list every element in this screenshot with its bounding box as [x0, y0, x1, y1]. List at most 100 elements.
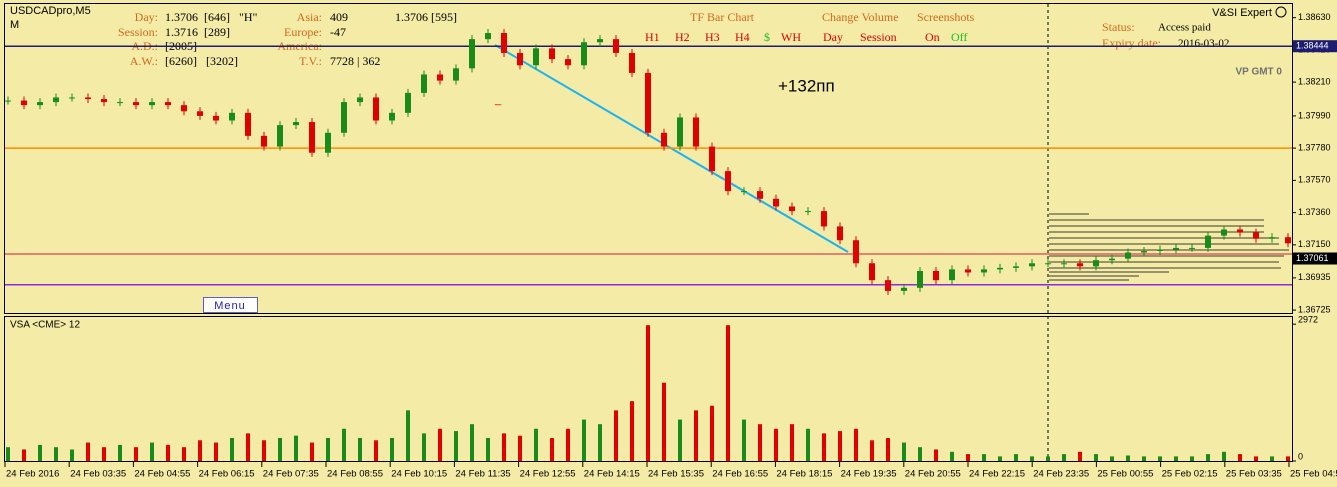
y-tick-label: 1.36935 [1298, 272, 1331, 282]
volume-bar [982, 454, 986, 461]
volume-bar [582, 419, 586, 461]
candle-body [1045, 263, 1051, 265]
candle-body [549, 48, 555, 60]
price-panel [4, 3, 1293, 314]
candle-body [453, 68, 459, 81]
candle-body [837, 226, 843, 241]
candle-body [645, 72, 651, 133]
volume-bar [118, 444, 122, 461]
volume-bar [1062, 454, 1066, 461]
candle-body [853, 240, 859, 264]
candle-body [1237, 229, 1243, 233]
candle-body [933, 270, 939, 281]
volume-bar [1078, 451, 1082, 461]
info-value: 1.3716 [289] [165, 25, 230, 39]
candle-body [1013, 266, 1019, 268]
menu-title: TF Bar Chart [690, 10, 755, 24]
menu-item[interactable]: H4 [735, 30, 750, 44]
volume-bar [662, 382, 666, 461]
menu-item[interactable]: Session [860, 30, 897, 44]
menu-item[interactable]: $ [764, 30, 770, 44]
volume-bar [1206, 454, 1210, 461]
candle-body [1253, 232, 1259, 239]
candle-body [1061, 263, 1067, 265]
volume-bar [598, 424, 602, 461]
candle-body [533, 48, 539, 66]
volume-bar [694, 410, 698, 461]
x-tick-label: 24 Feb 20:55 [905, 469, 961, 480]
volume-bar [1222, 451, 1226, 461]
candle-body [197, 111, 203, 116]
x-tick-label: 25 Feb 03:35 [1226, 469, 1282, 480]
candle-body [597, 39, 603, 43]
candle-body [53, 97, 59, 103]
candle-body [133, 102, 139, 106]
volume-bar [1014, 454, 1018, 461]
info-value: [6260] [3202] [165, 54, 238, 68]
candle-body [757, 191, 763, 199]
volume-bar [1126, 455, 1130, 461]
volume-bar [150, 442, 154, 461]
y-tick-label: 1.36725 [1298, 304, 1331, 314]
price-mark [1293, 40, 1337, 53]
volume-bar [1030, 456, 1034, 461]
expert-icon [1275, 6, 1287, 18]
status-value: Access paid [1158, 22, 1211, 34]
volume-bar [950, 451, 954, 461]
candle-body [165, 102, 171, 106]
volume-bar [246, 433, 250, 461]
menu-item[interactable]: H1 [645, 30, 660, 44]
menu-button[interactable] [203, 297, 258, 313]
volume-bar [838, 431, 842, 461]
candle-body [21, 100, 27, 106]
expiry-value: 2016-03-02 [1178, 38, 1229, 50]
volume-bar [918, 447, 922, 461]
volume-bar [550, 437, 554, 461]
candle-body [693, 117, 699, 147]
candle-body [773, 198, 779, 207]
candle-body [421, 74, 427, 93]
candle-body [373, 97, 379, 121]
volume-bar [902, 442, 906, 461]
candle-body [821, 211, 827, 227]
x-tick-label: 24 Feb 06:15 [199, 469, 255, 480]
y-tick-label: 0 [1298, 451, 1303, 461]
menu-item[interactable]: Day [823, 30, 843, 44]
info-value: -47 [330, 25, 346, 39]
candle-body [981, 269, 987, 273]
candle-body [1157, 249, 1163, 251]
menu-title: Change Volume [822, 10, 899, 24]
volume-bar [214, 442, 218, 461]
candle-body [181, 105, 187, 112]
menu-button-label[interactable]: Menu [214, 300, 246, 312]
menu-item[interactable]: Off [951, 30, 967, 44]
volume-bar [1142, 456, 1146, 461]
candle-body [581, 42, 587, 66]
candle-body [437, 74, 443, 81]
menu-item[interactable]: WH [781, 30, 801, 44]
candle-body [1077, 263, 1083, 267]
candle-body [805, 211, 811, 213]
volume-bar [1174, 456, 1178, 461]
candle-body [501, 33, 507, 53]
candle-body [1141, 250, 1147, 253]
info-value: 1.3706 [646] "H" [165, 10, 258, 24]
timeframe: M [10, 19, 19, 31]
info-label: Asia: [297, 10, 322, 24]
volume-bar [38, 444, 42, 461]
candle-body [917, 270, 923, 288]
volume-bar [6, 447, 10, 461]
info-label: Session: [118, 25, 158, 39]
y-tick-label: 1.38210 [1298, 77, 1331, 87]
candle-body [885, 280, 891, 291]
candle-body [709, 146, 715, 172]
menu-item[interactable]: H2 [675, 30, 690, 44]
volume-bar [806, 428, 810, 461]
status-label: Status: [1102, 20, 1135, 34]
candle-body [1125, 252, 1131, 259]
menu-item[interactable]: On [925, 30, 940, 44]
x-tick-label: 24 Feb 11:35 [455, 469, 510, 480]
menu-item[interactable]: H3 [705, 30, 720, 44]
info-label: Europe: [284, 25, 322, 39]
